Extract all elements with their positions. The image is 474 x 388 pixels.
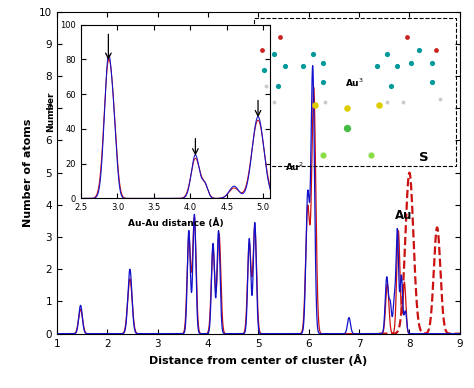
Point xyxy=(374,63,381,69)
Point xyxy=(261,66,268,73)
Point xyxy=(416,47,423,54)
Point xyxy=(311,102,319,108)
Point xyxy=(387,83,395,89)
Point xyxy=(258,47,266,54)
Point xyxy=(281,63,288,69)
Point xyxy=(309,50,317,57)
Point xyxy=(271,99,278,105)
X-axis label: Distance from center of cluster (Å): Distance from center of cluster (Å) xyxy=(149,354,367,366)
Text: Au$^3$: Au$^3$ xyxy=(345,77,364,89)
Point xyxy=(271,50,278,57)
Point xyxy=(432,47,439,54)
Point xyxy=(436,95,443,102)
Point xyxy=(299,63,306,69)
Text: S: S xyxy=(419,151,429,165)
Point xyxy=(393,63,401,69)
Point xyxy=(277,34,284,40)
Point xyxy=(367,152,375,158)
Point xyxy=(383,50,391,57)
Point xyxy=(408,60,415,66)
Bar xyxy=(254,18,456,166)
Y-axis label: Number of atoms: Number of atoms xyxy=(23,118,33,227)
Point xyxy=(343,125,351,131)
Point xyxy=(400,99,407,105)
Point xyxy=(375,102,383,108)
Point xyxy=(319,60,327,66)
Point xyxy=(383,99,391,105)
Point xyxy=(274,83,282,89)
Point xyxy=(321,99,328,105)
Text: Au$^2$: Au$^2$ xyxy=(284,161,303,173)
Point xyxy=(319,80,327,86)
Point xyxy=(403,34,411,40)
Point xyxy=(428,80,435,86)
Point xyxy=(319,152,327,158)
Text: Au: Au xyxy=(395,210,413,222)
Point xyxy=(343,105,351,111)
Point xyxy=(263,83,270,89)
Point xyxy=(428,60,435,66)
